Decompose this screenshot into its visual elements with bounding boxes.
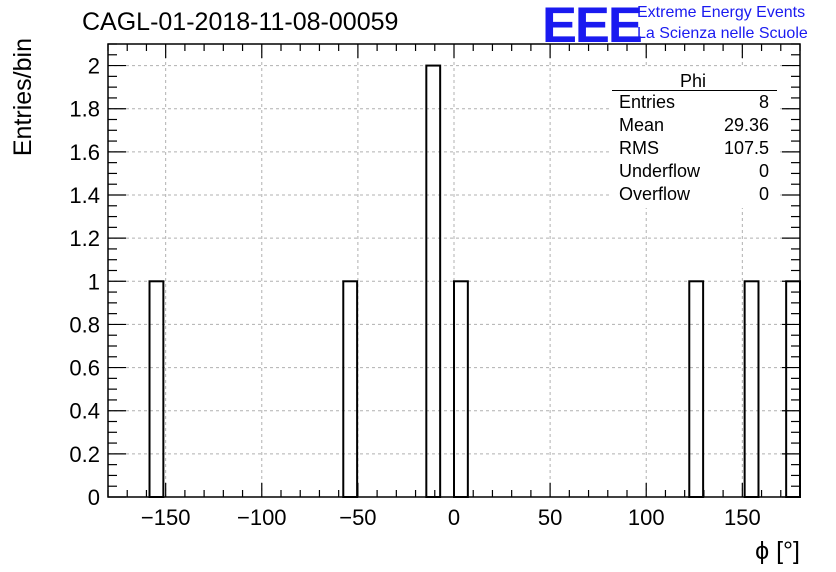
stats-row-entries: Entries 8: [619, 92, 769, 115]
logo-caption-line1: Extreme Energy Events: [637, 4, 806, 21]
stats-box: Phi Entries 8 Mean 29.36 RMS 107.5 Under…: [609, 68, 777, 208]
stats-row-overflow: Overflow 0: [619, 184, 769, 207]
stats-key: RMS: [619, 138, 659, 158]
histogram-bar: [688, 280, 705, 498]
stats-key: Overflow: [619, 184, 691, 204]
histogram-bar: [743, 280, 760, 498]
histogram-bar: [453, 280, 469, 498]
stats-title: Phi: [679, 71, 706, 91]
stats-key: Underflow: [619, 161, 701, 181]
y-tick-label: 1.8: [69, 97, 100, 122]
y-tick-label: 0.2: [69, 442, 100, 467]
y-tick-label: 0.8: [69, 312, 100, 337]
stats-divider: [612, 90, 777, 91]
logo-caption-line2: La Scienza nelle Scuole: [637, 25, 808, 42]
x-tick-label: −150: [141, 505, 191, 530]
stats-key: Entries: [619, 92, 676, 112]
stats-row-rms: RMS 107.5: [619, 138, 769, 161]
stats-value: 107.5: [723, 138, 769, 158]
stats-value: 8: [758, 92, 769, 112]
stats-value: 0: [758, 161, 769, 181]
y-tick-label: 0.6: [69, 356, 100, 381]
x-tick-label: −100: [237, 505, 287, 530]
axis-ticks: [107, 43, 801, 498]
stats-row-underflow: Underflow 0: [619, 161, 769, 184]
y-tick-label: 1.2: [69, 226, 100, 251]
x-axis-title: ϕ [°]: [755, 537, 800, 565]
stats-value: 29.36: [723, 115, 769, 135]
y-tick-label: 1.6: [69, 140, 100, 165]
x-tick-label: 150: [724, 505, 761, 530]
tick-labels: −150 −100 −50 0 50 100 150 0 0.2 0.4 0.6 0.8 1 1.2 1.4…: [69, 54, 760, 530]
eee-logo: EEE: [542, 0, 643, 53]
x-tick-label: 0: [448, 505, 460, 530]
histogram-bar: [148, 280, 165, 498]
stats-row-mean: Mean 29.36: [619, 115, 769, 138]
y-tick-label: 2: [88, 54, 100, 79]
histogram-bar: [342, 280, 359, 498]
x-tick-label: −50: [339, 505, 376, 530]
stats-key: Mean: [619, 115, 665, 135]
y-tick-label: 1.4: [69, 183, 100, 208]
y-tick-label: 0: [88, 485, 100, 510]
y-tick-label: 1: [88, 269, 100, 294]
y-tick-label: 0.4: [69, 399, 100, 424]
run-title: CAGL-01-2018-11-08-00059: [82, 8, 399, 36]
x-tick-label: 100: [628, 505, 665, 530]
stats-value: 0: [758, 184, 769, 204]
x-tick-label: 50: [538, 505, 562, 530]
y-axis-title: Entries/bin: [9, 38, 37, 156]
